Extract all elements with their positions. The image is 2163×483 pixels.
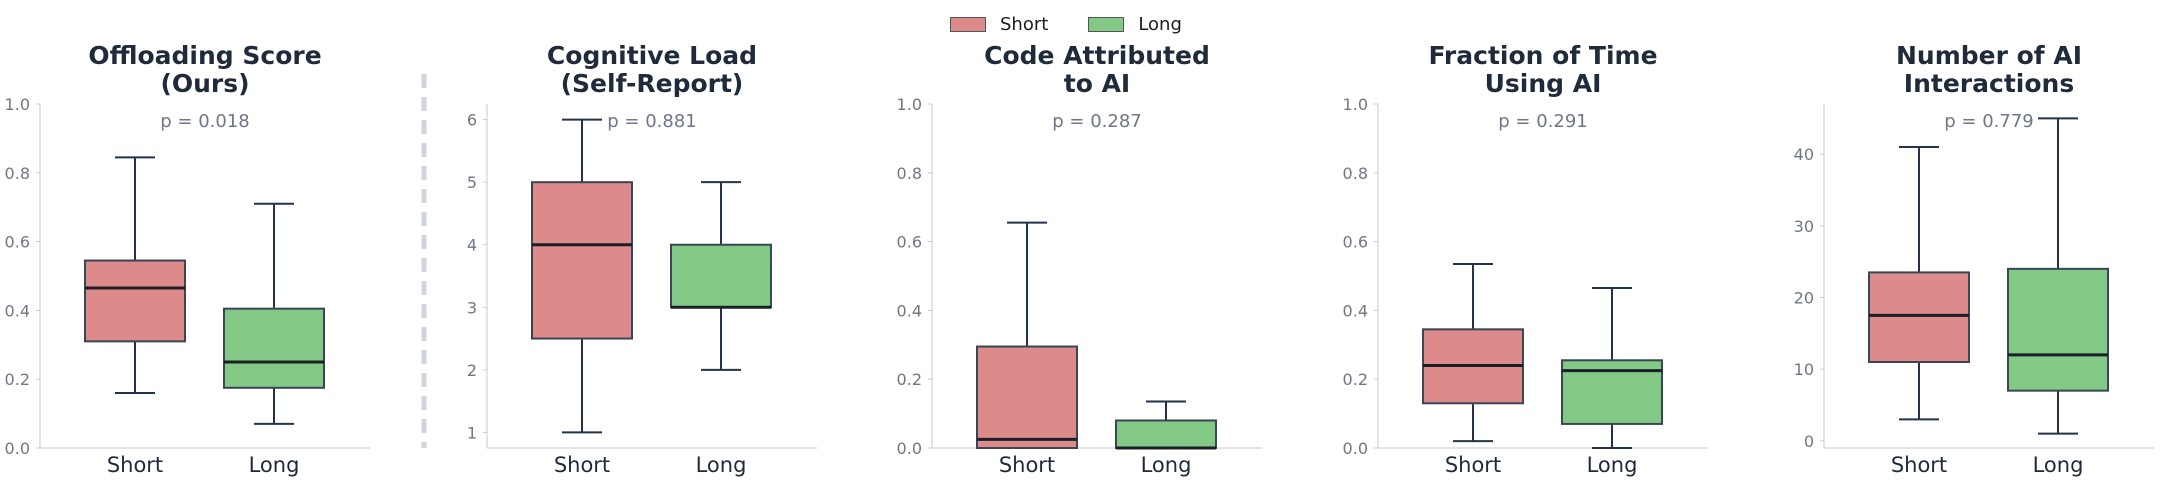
chart-title-line: to AI [1064, 69, 1130, 98]
y-tick-label: 1 [467, 423, 477, 442]
y-tick-label: 0.8 [5, 164, 30, 183]
y-tick-label: 0.8 [1343, 164, 1368, 183]
legend-label-long: Long [1138, 14, 1182, 35]
y-tick-label: 0.0 [1343, 439, 1368, 458]
y-tick-label: 1.0 [1343, 95, 1368, 114]
chart-title-line: Code Attributed [984, 41, 1210, 70]
x-category-label: Long [2033, 453, 2084, 477]
chart-title-line: Offloading Score [88, 41, 321, 70]
chart-title: Fraction of Time Using AI [1428, 41, 1657, 98]
p-value-annotation: p = 0.291 [1498, 111, 1587, 132]
x-category-label: Long [696, 453, 747, 477]
box-long [1115, 400, 1217, 450]
y-tick-label: 30 [1794, 217, 1814, 236]
chart-title: Offloading Score (Ours) [88, 41, 321, 98]
y-tick-label: 0.6 [1343, 233, 1368, 252]
p-value-annotation: p = 0.779 [1944, 111, 2033, 132]
chart-title: Number of AI Interactions [1896, 41, 2082, 98]
box-long [1561, 287, 1663, 449]
chart-panel-5: Number of AI Interactions 0 10 20 30 40 p = 0.7… [1794, 41, 2154, 477]
box-long [2007, 117, 2109, 435]
legend-swatch-long [1088, 17, 1125, 32]
chart-title-line: Using AI [1485, 69, 1602, 98]
chart-title-line: (Ours) [160, 69, 249, 98]
chart-title-line: (Self-Report) [561, 69, 744, 98]
y-tick-label: 1.0 [897, 95, 922, 114]
y-tick-label: 0.6 [5, 233, 30, 252]
box-iqr [1115, 419, 1217, 450]
legend-label-short: Short [1000, 14, 1049, 35]
y-tick-label: 10 [1794, 360, 1814, 379]
y-tick-label: 40 [1794, 145, 1814, 164]
y-tick-label: 6 [467, 111, 477, 130]
chart-panel-2: Cognitive Load (Self-Report) 1 2 3 4 5 6 p = 0.8… [467, 41, 817, 477]
box-short [84, 156, 186, 394]
y-tick-label: 20 [1794, 289, 1814, 308]
y-tick-label: 4 [467, 236, 477, 255]
y-tick-label: 0.0 [897, 439, 922, 458]
y-tick-label: 0.0 [5, 439, 30, 458]
y-tick-label: 0.6 [897, 233, 922, 252]
box-iqr [2007, 267, 2109, 392]
y-tick-label: 0.4 [897, 301, 922, 320]
chart-title: Cognitive Load (Self-Report) [547, 41, 757, 98]
chart-title-line: Interactions [1904, 69, 2074, 98]
y-tick-label: 3 [467, 298, 477, 317]
box-iqr [531, 181, 633, 340]
x-category-label: Short [107, 453, 163, 477]
p-value-annotation: p = 0.018 [160, 111, 249, 132]
y-tick-label: 2 [467, 361, 477, 380]
y-tick-label: 0.2 [5, 370, 30, 389]
y-tick-label: 0.2 [897, 370, 922, 389]
box-iqr [976, 345, 1078, 449]
chart-title-line: Number of AI [1896, 41, 2082, 70]
x-category-label: Short [999, 453, 1055, 477]
chart-panel-4: Fraction of Time Using AI 0.0 0.2 0.4 0.6 0.8 1… [1343, 41, 1708, 477]
box-iqr [84, 259, 186, 343]
box-short [976, 221, 1078, 449]
x-category-label: Long [1587, 453, 1638, 477]
legend-item-short: Short [950, 14, 1048, 35]
legend: Short Long [950, 14, 1222, 35]
y-tick-label: 0.8 [897, 164, 922, 183]
y-tick-label: 1.0 [5, 95, 30, 114]
box-iqr [670, 243, 772, 309]
p-value-annotation: p = 0.881 [607, 111, 696, 132]
x-category-label: Short [554, 453, 610, 477]
p-value-annotation: p = 0.287 [1052, 111, 1141, 132]
box-short [1868, 146, 1970, 421]
box-long [670, 181, 772, 371]
chart-title-line: Cognitive Load [547, 41, 757, 70]
legend-swatch-short [950, 17, 986, 32]
y-tick-label: 5 [467, 173, 477, 192]
y-tick-label: 0.4 [1343, 301, 1368, 320]
x-category-label: Long [1141, 453, 1192, 477]
box-long [223, 202, 325, 425]
box-short [531, 118, 633, 434]
box-iqr [1868, 271, 1970, 363]
y-tick-label: 0.4 [5, 301, 30, 320]
chart-title-line: Fraction of Time [1428, 41, 1657, 70]
y-tick-label: 0 [1804, 432, 1814, 451]
chart-panel-1: Offloading Score (Ours) 0.0 0.2 0.4 0.6 0.8 1.0… [5, 41, 370, 477]
y-tick-label: 0.2 [1343, 370, 1368, 389]
chart-title: Code Attributed to AI [984, 41, 1210, 98]
x-category-label: Long [249, 453, 300, 477]
x-category-label: Short [1891, 453, 1947, 477]
box-iqr [223, 307, 325, 389]
x-category-label: Short [1445, 453, 1501, 477]
chart-panel-3: Code Attributed to AI 0.0 0.2 0.4 0.6 0.8 1.0 p … [897, 41, 1262, 477]
box-short [1422, 262, 1524, 443]
legend-item-long: Long [1088, 14, 1182, 35]
